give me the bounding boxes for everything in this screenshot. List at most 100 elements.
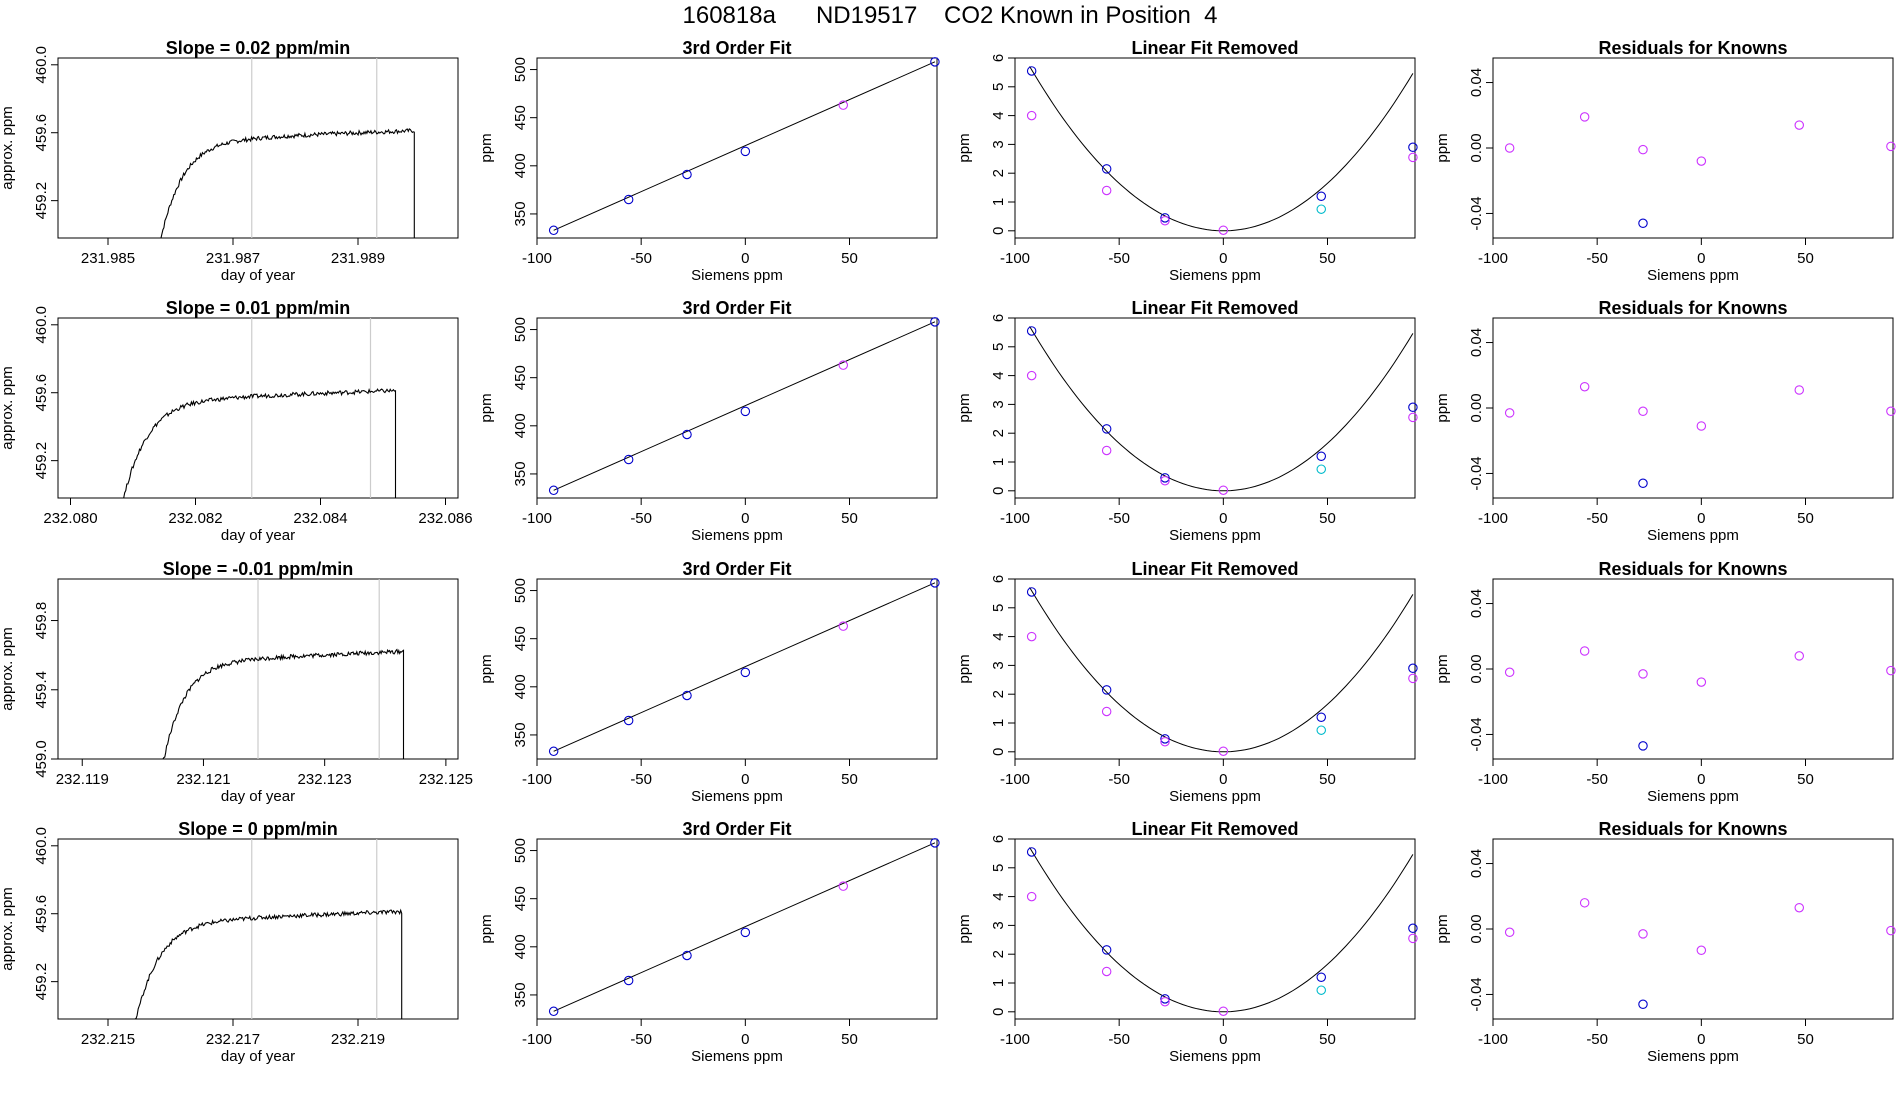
y-tick-label: 450 xyxy=(512,626,529,651)
residual-point xyxy=(1696,677,1707,687)
residual-curve-point xyxy=(1408,412,1418,423)
residual-point xyxy=(1886,665,1896,676)
y-tick-label: 3 xyxy=(990,661,1007,669)
x-axis-label: Siemens ppm xyxy=(691,1048,783,1065)
residual-curve-point xyxy=(1408,933,1418,944)
residual-curve-point xyxy=(1316,712,1327,722)
y-tick-label: 2 xyxy=(990,950,1007,958)
x-tick-label: 232.217 xyxy=(206,1031,260,1048)
x-tick-label: -100 xyxy=(1000,1031,1030,1048)
y-axis-label: ppm xyxy=(478,654,495,683)
plot-title: 3rd Order Fit xyxy=(682,298,791,318)
fit-point xyxy=(740,927,751,938)
x-tick-label: -50 xyxy=(630,250,652,267)
y-tick-label: 3 xyxy=(990,400,1007,408)
residual-curve-point xyxy=(1160,473,1170,483)
y-tick-label: 0.00 xyxy=(1468,914,1485,943)
x-tick-label: 50 xyxy=(841,510,858,527)
residual-curve-point xyxy=(1218,746,1229,756)
fit-point xyxy=(623,194,634,205)
x-tick-label: 0 xyxy=(1697,1031,1705,1048)
y-axis-label: approx. ppm xyxy=(0,106,16,189)
y-tick-label: -0.04 xyxy=(1468,196,1485,230)
x-tick-label: 0 xyxy=(1219,1031,1227,1048)
plot-frame xyxy=(536,317,938,499)
residual-curve-point xyxy=(1316,725,1327,735)
y-tick-label: 0.00 xyxy=(1468,393,1485,422)
x-axis-label: day of year xyxy=(221,1048,295,1065)
x-axis-label: Siemens ppm xyxy=(1169,267,1261,284)
y-tick-label: 459.2 xyxy=(33,182,50,220)
time-series-trace xyxy=(120,388,397,499)
quadratic-curve xyxy=(1029,847,1414,1013)
x-tick-label: -100 xyxy=(522,1031,552,1048)
plot-title: Slope = 0 ppm/min xyxy=(178,819,338,839)
x-tick-label: 0 xyxy=(1219,510,1227,527)
residual-curve-point xyxy=(1101,445,1112,456)
residual-curve-point xyxy=(1101,966,1112,977)
plot-frame xyxy=(57,317,459,499)
fit-point xyxy=(548,1006,559,1017)
residual-point xyxy=(1638,406,1648,417)
residual-curve-point xyxy=(1101,185,1112,196)
fit-point xyxy=(682,169,692,180)
fit-line xyxy=(553,842,936,1012)
x-tick-label: -50 xyxy=(1108,1031,1130,1048)
residual-point xyxy=(1504,408,1515,418)
fit-point xyxy=(838,621,848,631)
residual-point xyxy=(1794,385,1805,395)
residual-point xyxy=(1504,667,1515,678)
y-tick-label: 0.00 xyxy=(1468,654,1485,683)
fit-line xyxy=(553,582,936,752)
plot-frame xyxy=(1014,57,1416,239)
residual-point xyxy=(1794,902,1805,913)
fit-point xyxy=(682,690,692,701)
y-tick-label: 400 xyxy=(512,674,529,699)
x-tick-label: 231.987 xyxy=(206,250,260,267)
plot-title: Residuals for Knowns xyxy=(1598,298,1787,318)
residual-curve-point xyxy=(1160,736,1170,747)
time-series-trace xyxy=(158,128,415,239)
x-axis-label: Siemens ppm xyxy=(1169,1048,1261,1065)
y-tick-label: 0 xyxy=(990,487,1007,495)
residual-curve-point xyxy=(1408,152,1418,163)
y-axis-label: ppm xyxy=(1434,654,1451,683)
fit-line xyxy=(553,321,936,491)
x-tick-label: 0 xyxy=(1219,250,1227,267)
residual-curve-point xyxy=(1101,706,1112,717)
residual-curve-point xyxy=(1101,424,1112,434)
x-tick-label: -50 xyxy=(1108,510,1130,527)
y-tick-label: 0 xyxy=(990,227,1007,235)
y-tick-label: 459.0 xyxy=(33,740,50,778)
x-tick-label: 232.082 xyxy=(168,510,222,527)
plot-title: 3rd Order Fit xyxy=(682,38,791,58)
residual-curve-point xyxy=(1316,464,1327,474)
x-tick-label: 50 xyxy=(841,1031,858,1048)
x-tick-label: 0 xyxy=(741,771,749,788)
residual-curve-point xyxy=(1026,891,1037,902)
figure-title: 160818a ND19517 CO2 Known in Position 4 xyxy=(682,2,1218,29)
quadratic-curve xyxy=(1029,66,1414,232)
y-tick-label: 459.2 xyxy=(33,963,50,1001)
y-tick-label: 460.0 xyxy=(33,46,50,84)
x-tick-label: 0 xyxy=(1219,771,1227,788)
y-tick-label: 500 xyxy=(512,838,529,863)
fit-point xyxy=(930,838,940,848)
x-tick-label: -50 xyxy=(1108,250,1130,267)
residual-curve-point xyxy=(1408,402,1418,413)
fit-point xyxy=(548,746,559,757)
x-tick-label: 0 xyxy=(741,510,749,527)
x-axis-label: Siemens ppm xyxy=(1169,788,1261,805)
residual-point xyxy=(1886,406,1896,417)
x-tick-label: -100 xyxy=(1000,250,1030,267)
y-axis-label: approx. ppm xyxy=(0,627,16,710)
residual-curve-point xyxy=(1160,213,1170,223)
y-tick-label: 459.6 xyxy=(33,374,50,412)
y-tick-label: 1 xyxy=(990,979,1007,987)
y-axis-label: ppm xyxy=(956,654,973,683)
fit-point xyxy=(548,225,559,236)
y-tick-label: 400 xyxy=(512,934,529,959)
plot-frame xyxy=(536,578,938,760)
